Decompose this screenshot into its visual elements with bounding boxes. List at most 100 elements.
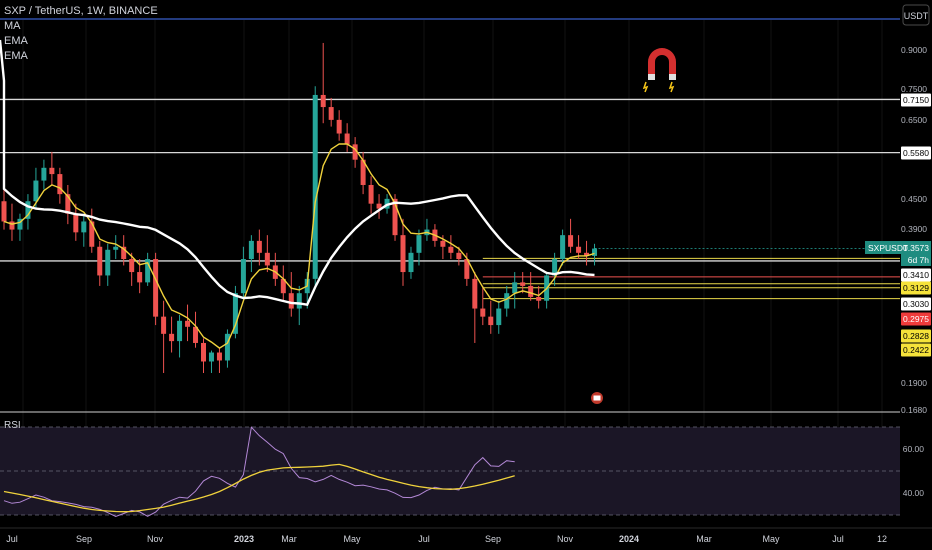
candle-body [280,278,286,294]
candle-body [129,259,135,273]
drawing-badge-icon[interactable] [591,392,603,404]
countdown-label: 6d 7h [908,255,930,265]
candle-body [105,249,111,276]
rsi-axis-label: 40.00 [903,488,925,498]
price-tick-label: 0.7500 [901,84,927,94]
price-axis[interactable]: USDT 0.9000 0.7500 0.6500 0.4500 0.3900 0.1900… [865,0,932,530]
rsi-pane [0,411,900,518]
candle-body [296,293,302,309]
candle-body [344,133,350,145]
candle-body [145,259,151,283]
candle-body [320,94,326,108]
price-tag-bg [901,93,931,107]
price-tick-label: 0.9000 [901,45,927,55]
time-label: May [343,534,361,544]
candle-body [57,174,63,195]
candle-body [89,221,95,247]
candle-body [208,352,214,362]
candle-body [49,167,55,175]
candle-body [153,259,159,317]
candle-body [536,296,542,301]
currency-button[interactable] [902,4,930,26]
time-label: May [762,534,780,544]
price-tick-label: 0.1900 [901,378,927,388]
candle-body [440,240,446,247]
time-label: 12 [877,534,887,544]
decorations [591,48,676,404]
candle-body [456,252,462,260]
candle-body [504,293,510,309]
candle-body [185,320,191,327]
price-tag-bg [901,281,931,295]
candle-body [400,235,406,273]
candle-body [528,285,534,297]
time-label: 2023 [234,534,254,544]
price-tag-label: 0.3129 [903,283,929,293]
candle-body [1,201,7,222]
candle-body [472,278,478,309]
candle-body [97,246,103,276]
indicator-ma-label[interactable]: MA [4,20,21,32]
candle-body [25,201,31,219]
candle-body [496,308,502,326]
spark-right [668,81,675,93]
candle-body [336,119,342,134]
candle-body [169,333,175,342]
rsi-line [3,426,515,518]
candle-body [41,167,47,181]
current-price-label: 0.3573 [903,243,929,253]
candle-body [193,326,199,343]
time-axis[interactable]: Jul Sep Nov 2023 Mar May Jul Sep Nov 2024 Mar May Ju… [0,527,932,550]
price-tag-bg [901,297,931,311]
spark-left [642,81,649,93]
candle-body [488,316,494,326]
rsi-axis-label: 60.00 [903,444,925,454]
magnet-body [648,48,676,74]
rsi-title[interactable]: RSI [4,420,21,431]
candle-body [512,282,518,294]
current-price-tag-bg [865,241,931,254]
candle-body [137,272,143,283]
candle-body [576,246,582,253]
candle-body [113,246,119,250]
candle-body [448,246,454,253]
time-label: Jul [6,534,18,544]
candle-body [584,252,590,256]
candle-body [65,194,71,214]
price-tick-label: 0.3900 [901,224,927,234]
price-tick-label: 0.6500 [901,115,927,125]
candle-body [33,180,39,202]
ema-line [3,143,595,349]
candle-body [360,159,366,185]
price-tag-bg [901,329,931,343]
chart-header: SXP / TetherUS, 1W, BINANCE MA EMA EMA [4,4,158,64]
price-tick-label: 0.4500 [901,194,927,204]
price-tag-label: 0.2828 [903,331,929,341]
indicator-ema-label-2[interactable]: EMA [4,50,28,62]
candle-body [177,320,183,342]
time-axis-bg [0,528,932,550]
rsi-ma-line [3,463,515,513]
time-label: Mar [281,534,297,544]
price-tag-label: 0.5580 [903,148,929,158]
candle-body [121,246,127,260]
price-tag-bg [901,146,931,160]
candle-body [240,259,246,294]
price-tag-bg [901,312,931,326]
indicator-ema-label-1[interactable]: EMA [4,35,28,47]
candle-body [480,308,486,317]
time-label: Jul [418,534,430,544]
time-label: Sep [485,534,501,544]
candle-body [568,235,574,247]
symbol-title[interactable]: SXP / TetherUS, 1W, BINANCE [4,5,158,17]
price-tag-label: 0.3030 [903,299,929,309]
currency-button-label[interactable]: USDT [904,11,929,21]
candle-body [264,252,270,266]
time-label: 2024 [619,534,639,544]
magnet-icon[interactable] [642,48,676,93]
time-label: Jul [832,534,844,544]
candle-body [560,235,566,260]
candle-body [376,203,382,209]
candle-body [81,221,87,233]
